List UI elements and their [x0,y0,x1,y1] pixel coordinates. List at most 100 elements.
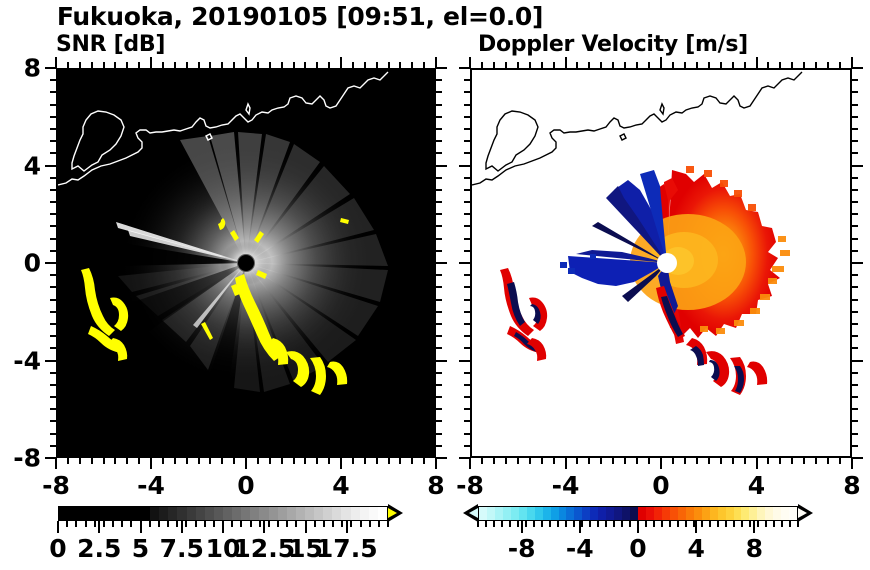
y-tick-right [852,225,858,228]
snr-colorbar[interactable] [58,506,388,521]
x-tick-top [161,62,164,68]
y-tick [464,432,470,435]
colorbar-swatch [213,507,223,520]
colorbar-swatch [350,507,360,520]
y-tick-right [852,201,858,204]
colorbar-minor-tick [661,521,663,527]
x-tick-top [435,57,437,68]
doppler-colorbar[interactable] [478,506,798,521]
y-tick-right [436,103,442,106]
y-tick [464,396,470,399]
y-tick-right [436,396,442,399]
colorbar-swatch [150,507,160,520]
colorbar-swatch [502,507,511,520]
colorbar-swatch [314,507,324,520]
y-tick-right [436,262,447,264]
x-tick-top [233,62,236,68]
colorbar-swatch [377,507,387,520]
y-tick-right [852,103,858,106]
y-tick-right [852,432,858,435]
x-tick-top [292,62,295,68]
colorbar-minor-tick [84,521,87,527]
colorbar-minor-tick [102,521,105,527]
colorbar-minor-tick [757,521,759,527]
colorbar-swatch [204,507,214,520]
colorbar-swatch [773,507,782,520]
x-tick [245,458,247,469]
x-tick [126,458,129,464]
x-tick-top [660,57,662,68]
snr-plot-area[interactable] [56,68,436,458]
y-tick [50,286,56,289]
y-tick [459,359,470,362]
y-tick-right [852,274,858,277]
colorbar-minor-tick [313,521,316,527]
y-tick [50,335,56,338]
x-tick [363,458,366,464]
y-tick [50,249,56,252]
colorbar-swatch [486,507,495,520]
y-axis-label: 0 [23,248,41,278]
colorbar-swatch [479,507,487,520]
colorbar-swatch [122,507,132,520]
doppler-plot-area[interactable] [470,68,852,458]
colorbar-minor-tick [240,521,243,527]
x-tick [399,458,402,464]
x-tick [435,458,437,469]
x-tick [209,458,212,464]
x-tick-top [328,62,331,68]
colorbar-swatch [741,507,750,520]
x-tick-top [755,57,758,68]
y-tick [45,67,56,69]
y-axis-label: 8 [23,53,41,83]
colorbar-minor-tick [597,521,599,527]
x-tick [648,458,651,464]
colorbar-minor-tick [557,521,559,527]
y-tick-right [852,286,858,289]
x-tick [102,458,105,464]
y-tick-right [436,286,442,289]
y-tick [45,457,56,459]
y-tick [459,262,470,264]
x-tick-top [78,62,81,68]
y-tick-right [436,359,447,362]
x-tick-top [839,62,842,68]
colorbar-minor-tick [669,521,671,527]
x-tick [185,458,188,464]
x-tick-top [399,62,402,68]
x-tick [138,458,141,464]
colorbar-major-tick [304,521,307,533]
y-tick-right [852,213,858,216]
colorbar-swatch [701,507,710,520]
x-tick-top [351,62,354,68]
y-tick-right [852,67,863,69]
y-tick-right [436,432,442,435]
x-tick [268,458,271,464]
y-tick [50,298,56,301]
colorbar-minor-tick [717,521,719,527]
x-tick-top [504,62,507,68]
y-tick-right [852,335,858,338]
y-tick [50,420,56,423]
x-tick-top [375,62,378,68]
x-tick-top [209,62,212,68]
colorbar-minor-tick [797,521,799,527]
y-tick-right [436,347,442,350]
colorbar-minor-tick [157,521,160,527]
x-tick [588,458,591,464]
x-tick [233,458,236,464]
colorbar-swatch [518,507,527,520]
colorbar-swatch [542,507,551,520]
colorbar-swatch [286,507,296,520]
y-tick [464,115,470,118]
colorbar-swatch [259,507,269,520]
colorbar-minor-tick [368,521,371,527]
colorbar-swatch [77,507,87,520]
colorbar-swatch [733,507,742,520]
colorbar-swatch [368,507,378,520]
y-tick-right [852,140,858,143]
colorbar-swatch [59,507,69,520]
colorbar-minor-tick [249,521,252,527]
x-tick-top [731,62,734,68]
y-tick-right [852,164,863,167]
